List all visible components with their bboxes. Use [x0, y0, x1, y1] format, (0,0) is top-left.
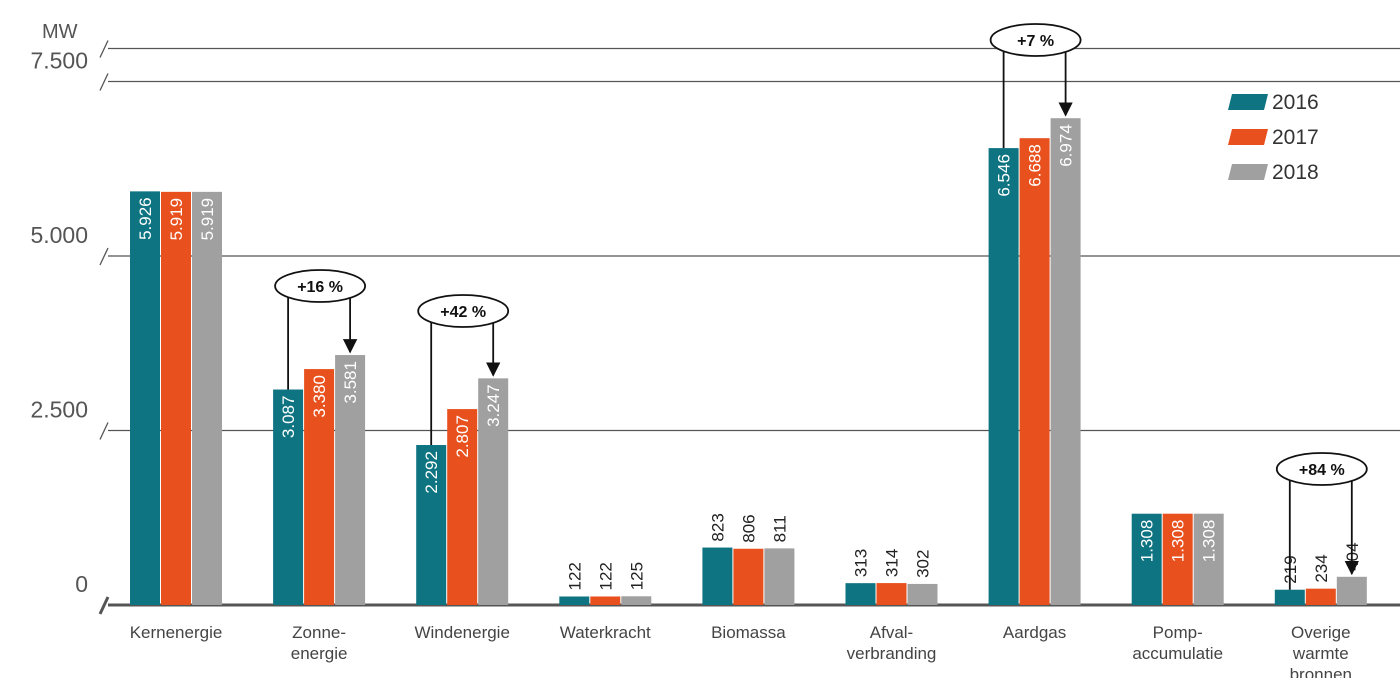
- category-label: bronnen: [1290, 665, 1352, 678]
- bar-2016: [130, 191, 160, 605]
- data-label: 3.087: [279, 396, 298, 439]
- bar-2017: [1305, 588, 1336, 605]
- legend-label: 2016: [1272, 91, 1319, 114]
- x-axis-labels: Kernenergie Zonne-energie Windenergie Water…: [130, 623, 1352, 683]
- data-label: 2.292: [422, 451, 441, 494]
- annotation-text: +16 %: [297, 279, 343, 296]
- legend-label: 2017: [1272, 126, 1319, 149]
- y-axis-tick-mark: [99, 73, 109, 91]
- annotation-oval: [274, 269, 367, 303]
- y-axis-tick-mark: [98, 596, 110, 615]
- legend-label: 2018: [1272, 161, 1319, 184]
- y-tick-label: 2.500: [30, 397, 88, 423]
- bar-2017: [161, 191, 191, 605]
- bar-2016: [845, 583, 876, 605]
- bar-2016: [1131, 513, 1162, 605]
- bar-2018: [764, 548, 795, 605]
- y-tick-label: 5.000: [30, 222, 88, 248]
- category-label: Overige: [1291, 623, 1351, 642]
- category-label: energie: [291, 644, 348, 663]
- data-label: 314: [883, 549, 902, 577]
- bar-2017: [304, 369, 335, 605]
- annotation-oval: [417, 294, 510, 328]
- category-label: Waterkracht: [560, 623, 651, 642]
- legend-swatch-2018: [1228, 164, 1268, 180]
- bars-layer: [130, 118, 1367, 606]
- bar-2018: [478, 378, 509, 605]
- data-label: 823: [708, 513, 727, 541]
- category-label: Kernenergie: [130, 623, 223, 642]
- annotation-text: +42 %: [440, 304, 486, 321]
- data-label: 1.308: [1138, 520, 1157, 563]
- data-labels-layer: 5.926 5.919 5.919 3.087 3.380 3.581 2.292 2.807…: [136, 124, 1362, 590]
- data-label: 3.247: [484, 384, 503, 427]
- bar-2017: [876, 583, 907, 605]
- bar-2018: [1193, 513, 1224, 605]
- bar-2016: [416, 445, 447, 605]
- legend: 2016 2017 2018: [1228, 91, 1319, 184]
- bar-2016: [273, 389, 304, 605]
- data-label: 811: [770, 515, 789, 542]
- data-label: 313: [852, 549, 871, 577]
- data-label: 122: [596, 562, 615, 590]
- y-tick-label: 7.500: [30, 48, 88, 74]
- annotations-layer: +16 % +42 % +7 % +84 %: [274, 23, 1368, 590]
- category-label: Pomp-: [1153, 623, 1203, 642]
- bar-2017: [1019, 138, 1050, 605]
- category-label: verbranding: [847, 644, 937, 663]
- bar-2018: [907, 583, 938, 605]
- y-axis-tick-mark: [99, 247, 109, 266]
- bar-2017: [1162, 513, 1193, 605]
- data-label: 1.308: [1169, 520, 1188, 563]
- category-label: Afval-: [870, 623, 913, 642]
- data-label: 5.926: [136, 197, 155, 240]
- data-label: 6.688: [1026, 144, 1045, 187]
- annotation-text: +7 %: [1017, 33, 1054, 50]
- data-label: 122: [565, 562, 584, 590]
- bar-2016: [702, 547, 733, 605]
- category-label: Zonne-: [292, 623, 346, 642]
- bar-2018: [1336, 576, 1367, 605]
- data-label: 2.807: [453, 415, 472, 458]
- data-label: 5.919: [167, 198, 186, 241]
- data-label: 806: [739, 514, 758, 542]
- bar-2016: [559, 596, 590, 605]
- annotation-text: +84 %: [1299, 462, 1345, 479]
- category-label: Biomassa: [711, 623, 786, 642]
- data-label: 6.974: [1057, 124, 1076, 167]
- bar-2017: [733, 548, 764, 605]
- data-label: 3.581: [341, 361, 360, 404]
- annotation-oval: [1275, 452, 1368, 486]
- category-label: Aardgas: [1003, 623, 1066, 642]
- data-label: 5.919: [198, 198, 217, 241]
- bar-2016: [988, 148, 1019, 605]
- bar-2018: [192, 191, 222, 605]
- data-label: 302: [914, 550, 933, 578]
- category-label: accumulatie: [1132, 644, 1223, 663]
- legend-swatch-2016: [1228, 94, 1268, 110]
- y-tick-label: 0: [75, 571, 88, 597]
- y-axis: MW 0 2.500 5.000 7.500: [30, 21, 88, 597]
- data-label: 3.380: [310, 375, 329, 418]
- bar-2017: [447, 409, 478, 605]
- bar-2016: [1274, 589, 1305, 605]
- y-axis-tick-mark: [99, 422, 109, 440]
- data-label: 1.308: [1200, 520, 1219, 563]
- data-label: 234: [1312, 554, 1331, 582]
- category-label: Windenergie: [414, 623, 509, 642]
- legend-swatch-2017: [1228, 129, 1268, 145]
- bar-2018: [621, 596, 652, 605]
- bar-2017: [590, 596, 621, 605]
- bar-2018: [335, 355, 366, 605]
- data-label: 6.546: [995, 154, 1014, 197]
- bar-2018: [1050, 118, 1081, 606]
- data-label: 125: [627, 562, 646, 590]
- category-label: warmte: [1292, 644, 1349, 663]
- annotation-oval: [989, 23, 1082, 57]
- y-axis-tick-mark: [99, 40, 109, 58]
- y-axis-unit-label: MW: [42, 21, 78, 43]
